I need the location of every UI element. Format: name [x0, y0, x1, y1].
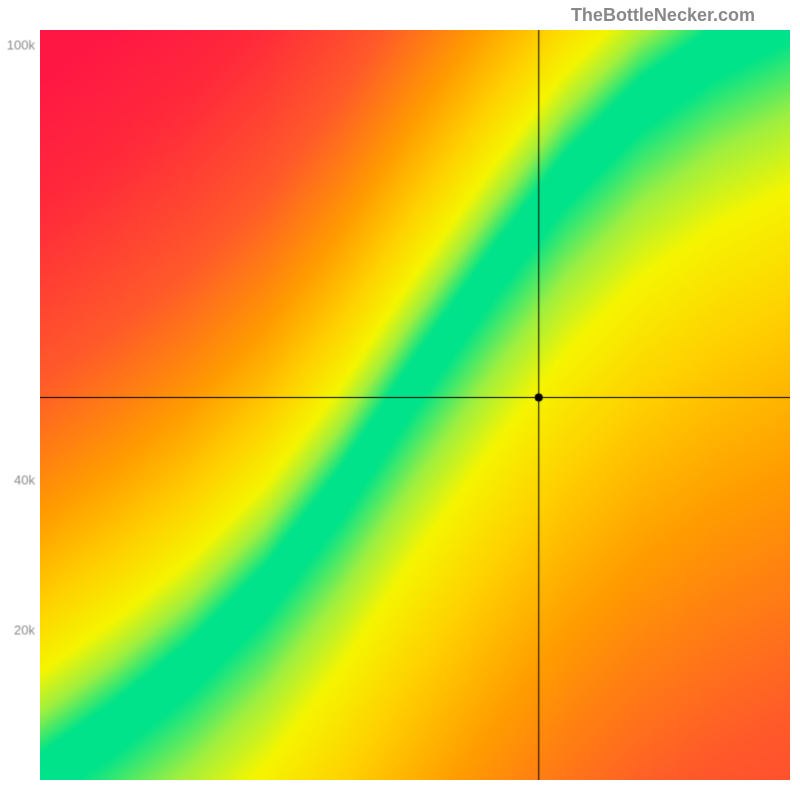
- heatmap-plot: [40, 30, 790, 780]
- source-watermark: TheBottleNecker.com: [571, 5, 755, 26]
- heatmap-canvas: [40, 30, 790, 780]
- ytick-20k: 20k: [5, 623, 35, 638]
- ytick-40k: 40k: [5, 473, 35, 488]
- ytick-100k: 100k: [5, 38, 35, 53]
